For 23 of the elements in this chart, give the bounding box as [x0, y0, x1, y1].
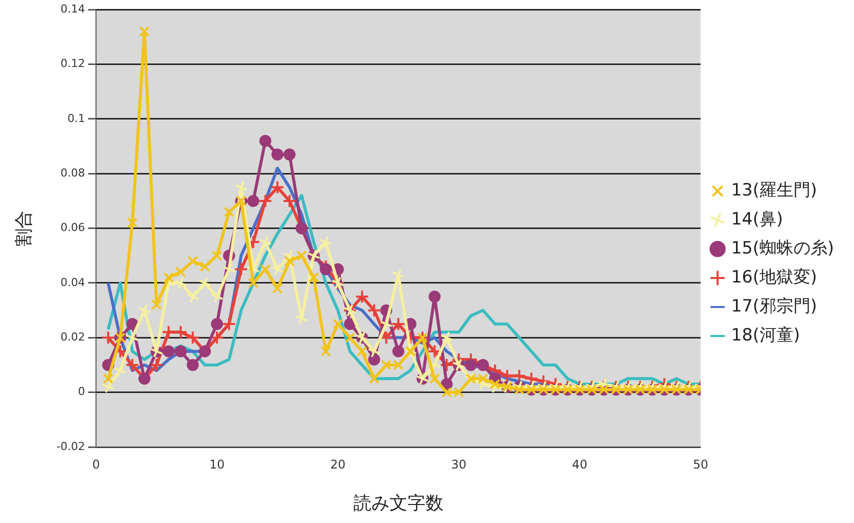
legend-label: 14(鼻)	[731, 209, 784, 230]
legend-label: 17(邪宗門)	[731, 296, 818, 316]
y-tick-label: 0.02	[60, 330, 86, 344]
x-tick-label: 20	[330, 457, 346, 472]
legend-label: 15(蜘蛛の糸)	[731, 238, 834, 258]
y-axis-title: 割合	[13, 210, 34, 246]
y-tick-label: 0.06	[60, 221, 86, 234]
x-tick-label: 50	[692, 457, 708, 472]
y-tick-label: 0	[78, 385, 86, 398]
y-tick-label: 0.04	[60, 276, 86, 289]
x-tick-label: 30	[451, 457, 466, 472]
y-tick-label: 0.1	[68, 112, 86, 125]
x-tick-label: 40	[572, 457, 588, 472]
y-tick-label: 0.08	[60, 166, 86, 180]
y-tick-label: -0.02	[56, 440, 86, 453]
y-tick-label: 0.14	[60, 2, 86, 16]
legend-label: 16(地獄変)	[731, 267, 818, 288]
x-tick-label: 0	[92, 457, 100, 472]
x-axis-title: 読み文字数	[353, 492, 444, 514]
legend-label: 13(羅生門)	[731, 180, 818, 200]
legend-label: 18(河童)	[731, 325, 800, 346]
x-tick-label: 10	[209, 457, 225, 472]
y-tick-label: 0.12	[60, 57, 86, 70]
